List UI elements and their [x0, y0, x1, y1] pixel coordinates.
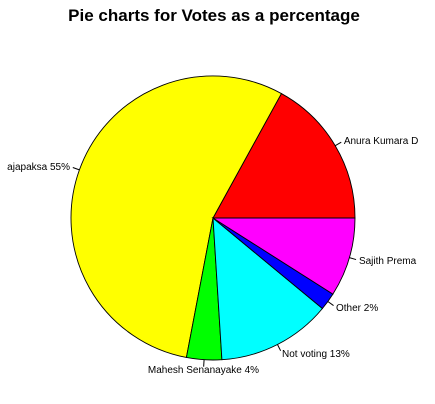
pie-labels: Anura Kumara D ajapaksa 55% Mahesh Senanay…: [7, 136, 418, 376]
leader-line-0: [334, 141, 342, 147]
leader-line-5: [349, 257, 357, 261]
pie-slice-5: [211, 217, 356, 295]
leader-line-1: [72, 167, 80, 171]
pie-leader-lines: [72, 141, 357, 367]
leader-line-3: [277, 344, 282, 351]
slice-label-5: Sajith Prema: [359, 256, 417, 267]
slice-label-3: Not voting 13%: [282, 349, 350, 360]
slice-label-4: Other 2%: [336, 303, 378, 314]
leader-line-4: [327, 301, 334, 306]
pie-slices: [70, 75, 356, 361]
slice-label-1: ajapaksa 55%: [7, 162, 70, 173]
chart-title: Pie charts for Votes as a percentage: [68, 6, 360, 25]
pie-slice-1: [70, 75, 283, 359]
slice-label-2: Mahesh Senanayake 4%: [148, 365, 259, 376]
slice-label-0: Anura Kumara D: [344, 136, 418, 147]
pie-slice-3: [212, 216, 324, 361]
